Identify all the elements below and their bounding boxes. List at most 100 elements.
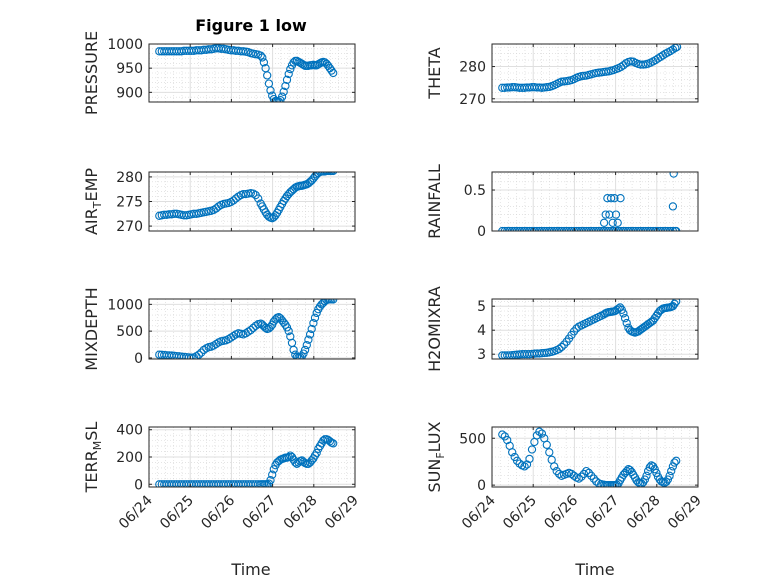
data-point <box>261 323 270 333</box>
y-axis-label-subscript: T <box>91 201 104 209</box>
data-point <box>640 475 650 484</box>
y-tick-label: 3 <box>477 347 486 363</box>
data-point <box>611 210 621 219</box>
y-tick-label: 280 <box>116 170 143 186</box>
axes-background <box>149 299 355 359</box>
data-point <box>251 480 260 487</box>
panel-3: 270 275 280 AIRTEMP <box>82 168 356 235</box>
minor-grid <box>492 172 698 231</box>
data-point <box>299 349 308 358</box>
y-axis-label: SUNFLUX <box>425 421 447 492</box>
data-point <box>268 470 277 479</box>
data-point <box>599 218 609 227</box>
data-point <box>292 352 302 359</box>
data-point <box>669 172 678 178</box>
data-series <box>498 44 682 92</box>
data-point <box>304 335 313 344</box>
data-point <box>309 318 318 328</box>
data-point <box>212 339 221 349</box>
data-point <box>668 202 678 211</box>
y-tick-label: 0 <box>134 477 143 493</box>
data-point <box>616 194 625 203</box>
data-point <box>322 299 331 305</box>
data-point <box>599 480 608 487</box>
y-axis-label-subscript: M <box>91 441 104 451</box>
data-point <box>606 194 616 203</box>
data-point <box>663 475 673 484</box>
data-point <box>284 452 293 462</box>
data-point <box>327 66 336 75</box>
data-point <box>284 326 293 336</box>
panel-6: 3 4 5 H2OMIXRA <box>425 286 699 372</box>
data-point <box>258 53 267 62</box>
data-point <box>525 454 534 464</box>
data-point <box>589 474 598 483</box>
data-point <box>246 325 255 335</box>
y-axis-label-main: TERR <box>82 450 101 493</box>
y-axis-label-main: SUN <box>425 459 444 493</box>
y-axis-label: PRESSURE <box>82 31 101 115</box>
minor-grid <box>492 44 698 102</box>
y-axis-label: MIXDEPTH <box>82 287 101 370</box>
axes-box <box>148 298 356 360</box>
y-axis-label: TERRMSL <box>82 422 104 494</box>
y-tick-label: 500 <box>459 431 486 447</box>
data-point <box>329 439 338 448</box>
data-point <box>672 44 682 52</box>
data-point <box>652 468 661 478</box>
minor-grid <box>149 299 355 359</box>
data-point <box>550 462 559 471</box>
y-axis-label-main: AIR <box>82 208 101 235</box>
y-axis-label-rest: EMP <box>82 168 101 202</box>
axes-box <box>491 298 699 360</box>
y-tick-label: 0 <box>134 351 143 367</box>
panel-2: 270 280 THETA <box>425 43 699 108</box>
data-point <box>670 458 679 467</box>
y-tick-label: 270 <box>116 219 143 235</box>
data-point <box>582 466 591 476</box>
data-point <box>587 471 596 480</box>
y-axis-label: AIRTEMP <box>82 168 104 235</box>
axes-box <box>148 43 356 103</box>
y-axis-label-rest: LUX <box>425 421 444 452</box>
data-point <box>601 210 610 219</box>
panel-5: 0 500 1000 MIXDEPTH <box>82 287 356 371</box>
y-axis-label: RAINFALL <box>425 164 444 239</box>
axes-background <box>492 172 698 231</box>
data-point <box>622 318 631 328</box>
data-series <box>155 172 338 223</box>
data-point <box>194 350 204 359</box>
data-point <box>197 348 206 357</box>
data-point <box>271 96 280 102</box>
data-point <box>665 471 674 480</box>
data-point <box>310 313 320 322</box>
data-point <box>508 448 517 457</box>
data-point <box>277 92 287 101</box>
data-point <box>650 465 659 474</box>
data-point <box>545 448 554 457</box>
y-tick-label: 0 <box>477 478 486 494</box>
data-point <box>668 45 678 54</box>
data-point <box>592 477 601 486</box>
data-point <box>574 474 584 483</box>
y-tick-label: 280 <box>459 60 486 76</box>
axes-box <box>491 426 699 488</box>
data-point <box>289 345 298 355</box>
data-point <box>520 462 529 471</box>
y-axis-label: H2OMIXRA <box>425 286 444 372</box>
y-tick-label: 200 <box>116 450 143 466</box>
y-tick-label: 270 <box>459 92 486 108</box>
data-point <box>307 324 316 334</box>
panels: 900 950 1000 PRESSURE 270 280 THETA 270 275 280 AI… <box>82 31 705 532</box>
data-point <box>284 69 293 79</box>
data-point <box>577 472 586 481</box>
data-point <box>312 308 321 318</box>
data-point <box>320 172 330 176</box>
data-point <box>555 344 564 354</box>
data-point <box>329 68 338 78</box>
y-axis-label-rest: SL <box>82 422 101 441</box>
minor-grid <box>492 427 698 487</box>
data-point <box>266 476 275 485</box>
axes-box <box>491 171 699 232</box>
